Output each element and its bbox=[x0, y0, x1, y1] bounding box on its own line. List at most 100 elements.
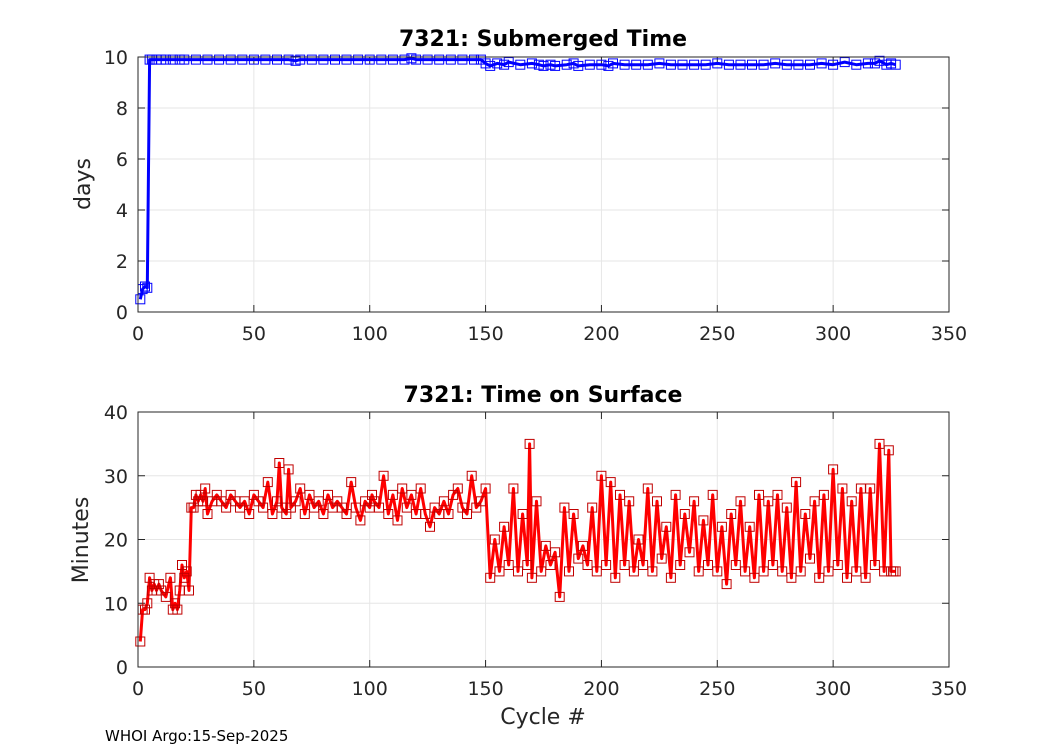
y-tick-label: 2 bbox=[116, 251, 128, 273]
chart-title: 7321: Submerged Time bbox=[399, 27, 687, 52]
data-point-marker bbox=[438, 496, 449, 507]
data-point-marker bbox=[647, 566, 658, 577]
data-point-marker bbox=[475, 496, 486, 507]
data-point-marker bbox=[795, 566, 806, 577]
data-point-marker bbox=[526, 58, 537, 69]
data-point-marker bbox=[503, 560, 514, 570]
submerged-time-chart: 0 50 100 150 200 250 300 350 0 2 4 6 8 10 7321: Subme… bbox=[71, 27, 967, 345]
x-tick-label: 0 bbox=[132, 678, 144, 700]
data-point-marker bbox=[140, 604, 150, 615]
data-point-marker bbox=[837, 483, 848, 494]
data-point-marker bbox=[654, 58, 665, 69]
y-tick-label: 8 bbox=[116, 98, 128, 120]
x-tick-label: 150 bbox=[467, 678, 503, 700]
data-point-marker bbox=[524, 438, 535, 449]
data-point-marker bbox=[364, 54, 375, 65]
data-point-marker bbox=[469, 54, 479, 65]
data-point-marker bbox=[805, 59, 815, 70]
axes-frame bbox=[137, 56, 950, 313]
data-point-marker bbox=[540, 540, 551, 551]
data-point-marker bbox=[564, 566, 574, 577]
data-point-marker bbox=[700, 59, 711, 70]
data-point-marker bbox=[758, 566, 769, 577]
series-line bbox=[138, 56, 897, 300]
x-tick-label: 100 bbox=[352, 323, 388, 345]
data-point-marker bbox=[561, 59, 572, 70]
y-tick-label: 40 bbox=[104, 402, 128, 424]
data-point-marker bbox=[522, 560, 533, 570]
tick-labels: 0 50 100 150 200 250 300 350 0 2 4 6 8 10 bbox=[104, 47, 967, 345]
data-point-marker bbox=[202, 509, 213, 519]
data-point-marker bbox=[605, 477, 616, 488]
data-point-marker bbox=[862, 58, 873, 69]
data-point-marker bbox=[462, 509, 472, 519]
x-tick-label: 150 bbox=[467, 323, 503, 345]
data-point-marker bbox=[262, 477, 273, 488]
x-tick-label: 250 bbox=[699, 678, 735, 700]
data-point-marker bbox=[582, 560, 593, 570]
data-point-marker bbox=[517, 509, 528, 519]
data-point-marker bbox=[494, 566, 505, 577]
data-point-marker bbox=[295, 54, 306, 65]
data-point-marker bbox=[809, 496, 820, 507]
y-tick-label: 10 bbox=[104, 593, 128, 615]
data-point-marker bbox=[140, 281, 150, 292]
data-point-marker bbox=[318, 509, 329, 519]
data-point-marker bbox=[749, 572, 760, 583]
data-point-marker bbox=[283, 464, 294, 475]
data-point-marker bbox=[160, 54, 171, 65]
data-point-marker bbox=[860, 572, 871, 583]
data-point-marker bbox=[781, 502, 792, 513]
data-point-marker bbox=[290, 496, 301, 507]
data-point-marker bbox=[661, 521, 672, 532]
data-point-marker bbox=[573, 60, 584, 71]
data-point-marker bbox=[591, 566, 602, 577]
data-point-marker bbox=[793, 59, 804, 70]
data-point-marker bbox=[378, 470, 389, 481]
data-point-marker bbox=[538, 60, 549, 71]
data-point-marker bbox=[730, 560, 741, 570]
data-point-marker bbox=[283, 54, 294, 65]
data-point-marker bbox=[865, 483, 876, 494]
x-tick-label: 250 bbox=[699, 323, 735, 345]
data-point-marker bbox=[550, 547, 561, 558]
data-point-marker bbox=[851, 566, 862, 577]
data-point-marker bbox=[367, 489, 377, 500]
data-point-marker bbox=[142, 282, 153, 293]
data-point-marker bbox=[740, 566, 751, 577]
data-point-marker bbox=[777, 566, 788, 577]
data-point-marker bbox=[225, 54, 236, 65]
data-point-marker bbox=[665, 572, 676, 583]
data-point-marker bbox=[679, 509, 690, 519]
data-point-marker bbox=[823, 566, 834, 577]
data-point-marker bbox=[353, 54, 364, 65]
tick-labels: 0 50 100 150 200 250 300 350 0 10 20 30 40 bbox=[104, 402, 967, 700]
data-point-marker bbox=[135, 636, 146, 647]
data-point-marker bbox=[202, 54, 213, 65]
data-point-marker bbox=[832, 560, 843, 570]
data-point-marker bbox=[716, 521, 727, 532]
data-point-marker bbox=[443, 509, 454, 519]
y-tick-label: 10 bbox=[104, 47, 128, 69]
data-point-marker bbox=[874, 55, 885, 66]
data-point-marker bbox=[642, 59, 653, 70]
data-point-marker bbox=[165, 572, 176, 583]
data-point-marker bbox=[179, 572, 190, 583]
data-point-marker bbox=[214, 54, 225, 65]
data-point-marker bbox=[330, 54, 340, 65]
chart-title: 7321: Time on Surface bbox=[404, 383, 683, 408]
data-point-marker bbox=[631, 59, 642, 70]
y-tick-label: 30 bbox=[104, 466, 128, 488]
y-tick-label: 0 bbox=[116, 302, 128, 324]
data-point-marker bbox=[587, 502, 598, 513]
data-point-marker bbox=[489, 534, 500, 545]
data-point-marker bbox=[770, 58, 781, 69]
data-point-marker bbox=[299, 509, 310, 519]
data-point-marker bbox=[584, 59, 595, 70]
data-point-marker bbox=[274, 458, 285, 468]
data-point-marker bbox=[267, 509, 278, 519]
data-point-marker bbox=[767, 560, 778, 570]
data-point-marker bbox=[550, 60, 561, 71]
data-point-marker bbox=[313, 496, 324, 507]
data-point-marker bbox=[244, 509, 255, 519]
